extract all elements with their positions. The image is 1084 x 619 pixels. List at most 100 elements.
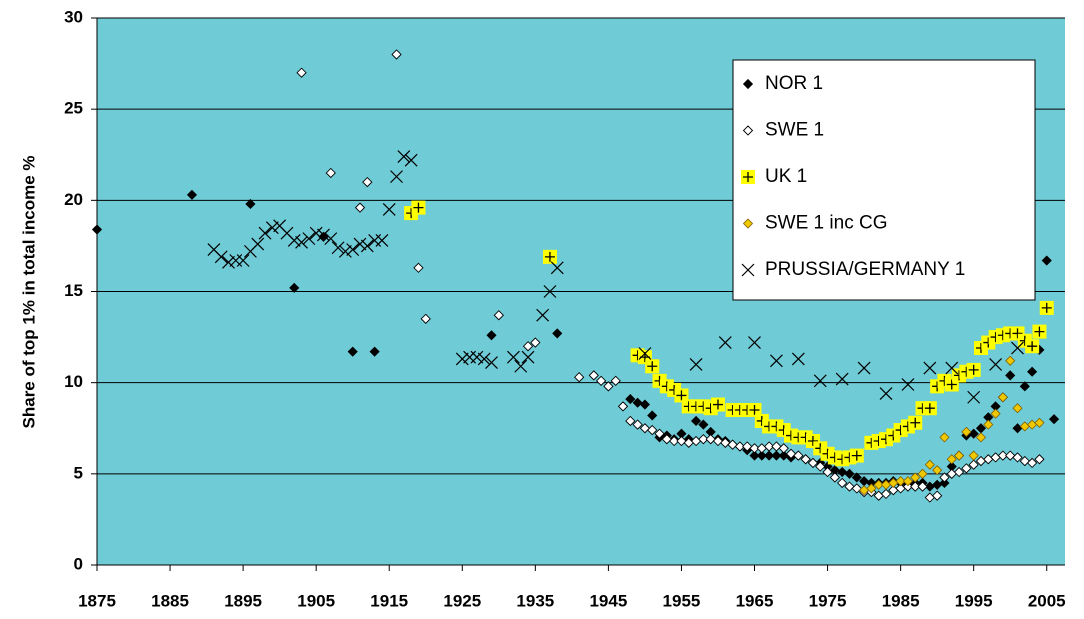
marker-shape	[771, 450, 782, 461]
marker-shape	[1041, 255, 1052, 266]
data-point	[822, 466, 833, 478]
marker-shape	[485, 356, 498, 370]
marker-shape	[296, 67, 307, 78]
data-point	[1019, 455, 1030, 467]
marker-shape	[785, 448, 797, 459]
data-point	[1012, 452, 1023, 463]
marker-shape	[639, 399, 650, 410]
data-point	[749, 443, 760, 454]
data-point	[595, 375, 607, 386]
legend-box	[732, 59, 1036, 301]
data-point	[785, 448, 797, 459]
marker-plus	[749, 405, 760, 416]
x-tick-label: 1985	[882, 591, 920, 610]
data-point	[922, 401, 937, 416]
marker-shape	[866, 483, 877, 494]
data-point	[251, 237, 265, 251]
data-point	[639, 399, 650, 410]
marker-shape	[800, 454, 811, 465]
marker-plus	[712, 399, 723, 410]
marker-shape	[214, 250, 228, 264]
data-point	[530, 337, 541, 348]
x-tick-label: 1925	[443, 591, 481, 610]
marker-shape	[961, 426, 972, 437]
x-tick-label: 1965	[736, 591, 774, 610]
marker-shape	[990, 408, 1001, 419]
data-point	[647, 410, 658, 421]
data-point	[543, 285, 557, 298]
data-point	[346, 243, 360, 256]
data-point	[844, 468, 855, 479]
marker-shape	[661, 434, 672, 445]
marker-shape	[923, 361, 937, 375]
marker-shape	[1005, 355, 1016, 366]
marker-plus	[851, 450, 862, 461]
data-point	[362, 176, 373, 188]
data-point	[302, 232, 316, 246]
legend-label: NOR 1	[765, 73, 823, 94]
data-point	[968, 450, 979, 461]
data-point	[382, 203, 396, 216]
data-point	[309, 226, 323, 240]
marker-shape	[455, 352, 469, 366]
data-point	[661, 434, 672, 445]
marker-shape	[588, 370, 599, 381]
data-point	[317, 228, 330, 242]
x-tick-label: 1885	[151, 591, 189, 610]
data-point	[338, 244, 352, 258]
marker-shape	[778, 443, 789, 454]
marker-shape	[742, 218, 754, 229]
marker-shape	[360, 239, 374, 253]
data-point	[91, 224, 103, 235]
marker-shape	[932, 490, 943, 501]
data-point	[939, 472, 950, 483]
marker-shape	[983, 419, 994, 430]
data-point	[1034, 417, 1045, 428]
marker-shape	[1034, 454, 1045, 465]
data-point	[710, 397, 725, 412]
data-point	[222, 255, 235, 269]
data-point	[324, 232, 338, 246]
marker-shape	[741, 263, 755, 277]
marker-shape	[807, 457, 819, 469]
data-point	[331, 241, 345, 255]
marker-shape	[530, 337, 541, 348]
data-point	[514, 359, 528, 373]
data-point	[654, 428, 665, 439]
data-point	[1034, 454, 1045, 465]
marker-shape	[712, 435, 724, 447]
marker-shape	[749, 450, 760, 461]
marker-shape	[1048, 414, 1060, 425]
marker-shape	[186, 189, 198, 200]
data-point	[522, 341, 534, 352]
marker-shape	[638, 347, 652, 360]
marker-shape	[251, 237, 265, 251]
marker-shape	[851, 472, 862, 483]
marker-shape	[265, 221, 279, 235]
marker-plus	[946, 379, 957, 390]
x-tick-label: 2005	[1028, 591, 1066, 610]
marker-shape	[404, 153, 418, 167]
data-point	[391, 49, 402, 60]
data-point	[186, 189, 198, 200]
marker-shape	[954, 450, 965, 461]
data-point	[289, 282, 300, 293]
y-tick-label: 20	[64, 190, 83, 209]
data-point	[638, 347, 652, 360]
marker-shape	[574, 372, 585, 383]
data-point	[749, 450, 760, 461]
y-tick-label: 25	[64, 99, 83, 118]
data-point	[923, 361, 937, 375]
data-point	[844, 481, 855, 492]
marker-shape	[939, 472, 950, 483]
data-point	[689, 358, 703, 371]
marker-shape	[844, 468, 855, 479]
marker-shape	[880, 488, 892, 500]
marker-shape	[1034, 417, 1045, 428]
marker-shape	[390, 170, 403, 184]
data-point	[945, 361, 959, 375]
marker-shape	[295, 235, 308, 249]
marker-plus	[1027, 341, 1038, 352]
marker-shape	[939, 477, 950, 489]
marker-shape	[1012, 403, 1023, 414]
